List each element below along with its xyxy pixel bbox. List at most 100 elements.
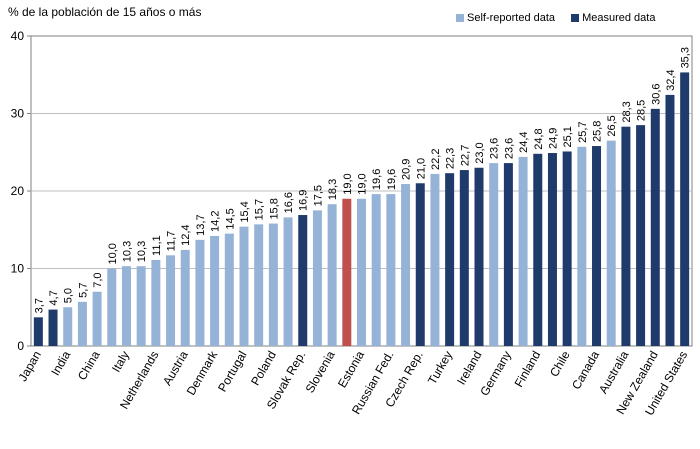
bar — [606, 140, 616, 347]
value-label: 19,0 — [342, 173, 354, 194]
bar — [92, 291, 102, 346]
bar — [592, 146, 602, 346]
legend-label-measured: Measured data — [582, 12, 656, 24]
bar — [195, 239, 205, 346]
value-label: 25,7 — [577, 121, 589, 142]
bar — [268, 223, 278, 346]
y-tick-label: 20 — [11, 184, 25, 198]
value-label: 15,4 — [239, 201, 251, 222]
category-label: Italy — [109, 349, 132, 375]
bar — [562, 151, 572, 346]
category-label: India — [48, 348, 73, 378]
bar — [518, 156, 528, 346]
bar — [210, 235, 220, 346]
bar — [166, 255, 176, 346]
value-label: 30,6 — [650, 83, 662, 104]
bar — [445, 173, 455, 346]
bar — [48, 309, 58, 346]
value-label: 22,2 — [430, 149, 442, 170]
value-label: 28,5 — [636, 100, 648, 121]
bar — [474, 167, 484, 346]
value-label: 19,0 — [357, 173, 369, 194]
value-label: 15,7 — [254, 199, 266, 220]
bar — [239, 226, 249, 346]
value-label: 12,4 — [180, 224, 192, 245]
bar — [151, 259, 161, 346]
bar — [136, 266, 146, 346]
value-label: 10,3 — [136, 241, 148, 262]
value-label: 19,6 — [371, 169, 383, 190]
bar — [665, 94, 675, 347]
bar — [63, 307, 73, 346]
category-label: Estonia — [335, 348, 367, 390]
category-label: Austria — [160, 348, 191, 388]
bar — [312, 210, 322, 347]
y-tick-label: 0 — [17, 339, 24, 353]
category-label: China — [75, 348, 103, 382]
value-label: 24,4 — [518, 131, 530, 152]
value-label: 5,0 — [63, 288, 75, 303]
bar — [577, 146, 587, 346]
bar — [533, 153, 543, 346]
value-label: 18,3 — [327, 179, 339, 200]
value-label: 22,7 — [459, 145, 471, 166]
y-tick-label: 30 — [11, 107, 25, 121]
value-label: 24,9 — [547, 128, 559, 149]
legend: Self-reported data Measured data — [456, 12, 655, 24]
value-label: 14,2 — [210, 211, 222, 232]
legend-item-self-reported: Self-reported data — [456, 12, 555, 24]
value-label: 4,7 — [48, 290, 60, 305]
bar — [430, 173, 440, 346]
bar — [386, 194, 396, 346]
value-label: 7,0 — [92, 272, 104, 287]
bar — [650, 108, 660, 346]
value-label: 15,8 — [268, 198, 280, 219]
value-label: 35,3 — [680, 47, 692, 68]
value-label: 16,9 — [298, 190, 310, 211]
y-tick-label: 10 — [11, 262, 25, 276]
value-label: 22,3 — [445, 148, 457, 169]
value-label: 28,3 — [621, 101, 633, 122]
bar — [327, 204, 337, 346]
category-label: Portugal — [215, 349, 249, 395]
value-label: 23,6 — [489, 138, 501, 159]
legend-item-measured: Measured data — [571, 12, 655, 24]
bar — [621, 126, 631, 346]
bar — [459, 170, 469, 346]
value-label: 10,0 — [107, 243, 119, 264]
value-label: 3,7 — [33, 298, 45, 313]
bar — [357, 198, 366, 346]
bar — [33, 317, 43, 346]
value-label: 17,5 — [312, 185, 324, 206]
y-tick-label: 40 — [11, 29, 25, 43]
value-label: 5,7 — [77, 283, 89, 298]
value-label: 25,1 — [562, 126, 574, 147]
bar — [371, 194, 381, 346]
category-label: Poland — [248, 349, 279, 388]
category-label: Ireland — [454, 349, 484, 388]
category-label: Japan — [15, 349, 43, 384]
value-label: 11,1 — [151, 235, 163, 256]
bar — [489, 163, 499, 346]
category-label: Turkey — [425, 349, 455, 387]
value-label: 23,0 — [474, 142, 486, 163]
bar — [180, 249, 190, 346]
legend-swatch-self-reported — [456, 14, 464, 22]
value-label: 10,3 — [121, 241, 133, 262]
bar — [401, 184, 411, 346]
value-label: 19,6 — [386, 169, 398, 190]
value-label: 20,9 — [401, 159, 413, 180]
legend-swatch-measured — [571, 14, 580, 22]
legend-label-self-reported: Self-reported data — [467, 12, 556, 24]
value-label: 13,7 — [195, 214, 207, 235]
bar — [547, 153, 557, 346]
value-label: 26,5 — [606, 115, 618, 136]
bar — [107, 268, 117, 346]
bar — [503, 163, 513, 346]
value-label: 21,0 — [415, 158, 427, 179]
category-label: Finland — [512, 349, 544, 390]
bar — [254, 224, 264, 346]
bar — [224, 233, 234, 347]
bar — [415, 183, 425, 346]
bar — [77, 301, 87, 346]
